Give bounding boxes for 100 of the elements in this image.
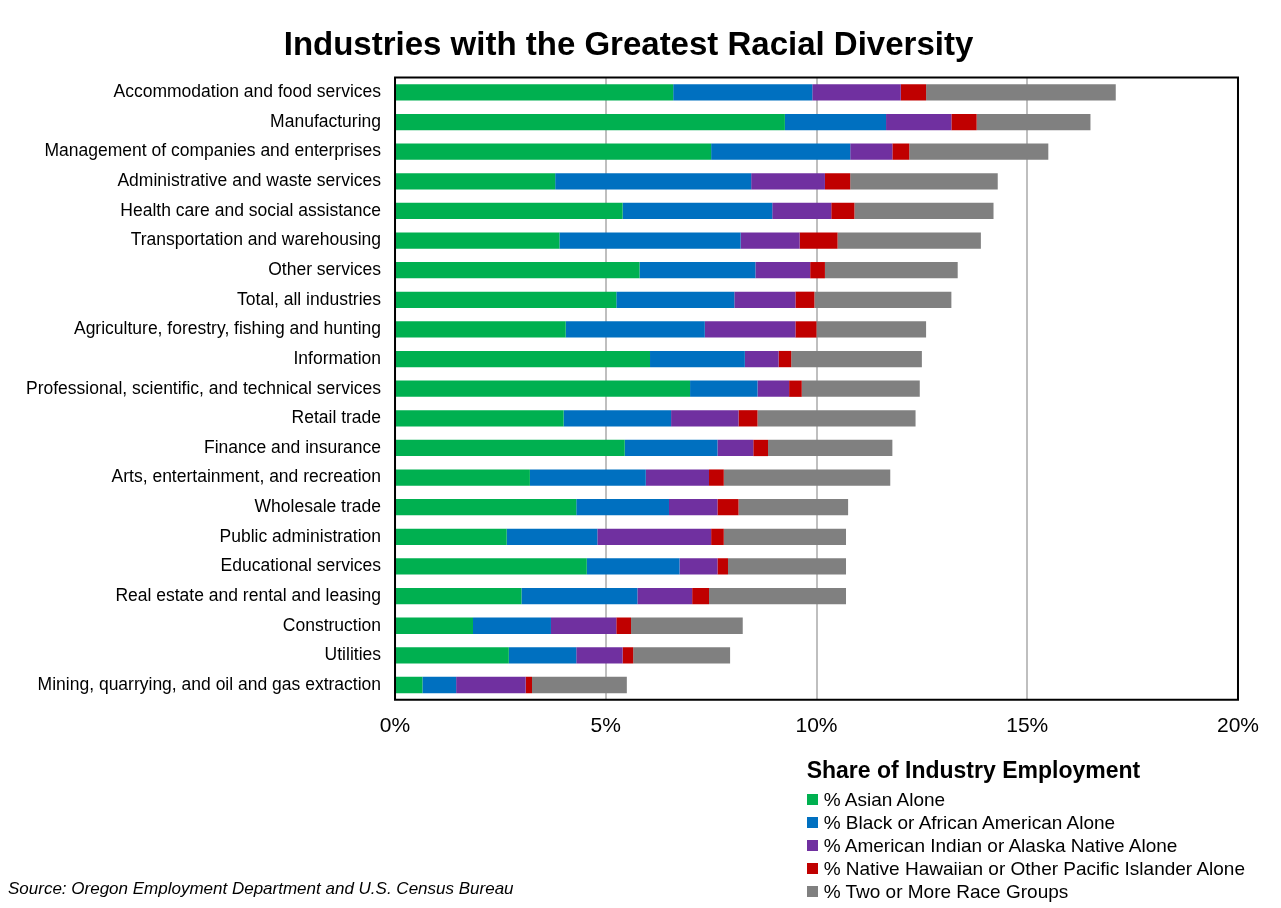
bar (824, 173, 851, 190)
bar (816, 321, 927, 338)
bar (717, 558, 728, 575)
bar (926, 84, 1116, 101)
y-tick-label: Professional, scientific, and technical services (25, 377, 382, 398)
bar (521, 587, 638, 605)
bar (951, 113, 977, 131)
y-tick-label: Accommodation and food services (113, 81, 382, 102)
bar (673, 84, 813, 101)
bar (892, 143, 910, 160)
bar (755, 262, 811, 279)
y-tick-label: Transportation and warehousing (130, 229, 382, 250)
bar (679, 558, 718, 575)
bar (976, 113, 1091, 131)
bar (565, 321, 705, 338)
y-tick-label: Public administration (219, 525, 382, 546)
y-tick-label: Information (293, 347, 382, 368)
bar (616, 291, 735, 308)
bar (690, 380, 758, 397)
bar (456, 676, 526, 694)
bar (637, 587, 693, 605)
legend-label: % Asian Alone (823, 788, 946, 811)
bar (622, 647, 634, 664)
bar (717, 439, 754, 457)
y-tick-label: Total, all industries (237, 288, 382, 309)
bar (555, 173, 752, 190)
chart-title: Industries with the Greatest Racial Diversity (283, 24, 974, 62)
bar (559, 232, 741, 249)
legend-title: Share of Industry Employment (806, 757, 1142, 784)
bar (396, 469, 530, 486)
bar (801, 380, 920, 397)
bar (576, 647, 623, 664)
bar (396, 528, 507, 545)
bar (757, 410, 916, 427)
y-tick-label: Utilities (324, 644, 382, 665)
y-tick-label: Educational services (220, 555, 382, 576)
bar (709, 587, 847, 605)
bar (738, 499, 849, 516)
x-tick-label: 0% (379, 713, 411, 737)
bar (671, 410, 739, 427)
bar (396, 232, 560, 249)
bar (717, 499, 739, 516)
bar (550, 617, 617, 634)
bar (396, 262, 640, 279)
bar (711, 528, 724, 545)
bar (396, 439, 625, 457)
bar (631, 617, 743, 634)
bar (576, 499, 669, 516)
bar (422, 676, 457, 694)
bar (396, 410, 564, 427)
bar (810, 262, 825, 279)
bar (768, 439, 893, 457)
bar (692, 587, 710, 605)
bar (795, 291, 815, 308)
bar (396, 173, 556, 190)
bar (633, 647, 731, 664)
bar (396, 617, 473, 634)
bar (837, 232, 981, 249)
bar (396, 647, 509, 664)
bar (900, 84, 927, 101)
bar (506, 528, 598, 545)
bar (473, 617, 551, 634)
bar (529, 469, 646, 486)
y-tick-label: Finance and insurance (203, 436, 382, 457)
bar (734, 291, 796, 308)
bar (850, 143, 893, 160)
bar (886, 113, 952, 131)
bar (909, 143, 1049, 160)
y-tick-label: Manufacturing (270, 110, 382, 131)
bar (795, 321, 817, 338)
bar (525, 676, 533, 694)
bar (711, 143, 851, 160)
bar (772, 202, 832, 220)
legend-label: % Native Hawaiian or Other Pacific Islander Alone (823, 857, 1245, 880)
bar (396, 587, 522, 605)
y-tick-label: Retail trade (291, 407, 382, 428)
x-tick-label: 10% (795, 713, 838, 737)
x-tick-label: 5% (590, 713, 621, 737)
bar (723, 528, 847, 545)
bar (396, 676, 423, 694)
bar (645, 469, 710, 486)
y-tick-label: Health care and social assistance (120, 199, 382, 220)
bar (831, 202, 855, 220)
bar (784, 113, 887, 131)
bar (396, 350, 651, 368)
legend-label: % American Indian or Alaska Native Alone (823, 834, 1178, 857)
x-tick-label: 15% (1006, 713, 1049, 737)
y-tick-label: Mining, quarrying, and oil and gas extraction (37, 673, 382, 694)
bar (639, 262, 756, 279)
y-tick-label: Wholesale trade (254, 496, 382, 517)
bar (396, 143, 712, 160)
bar (744, 350, 779, 368)
source-note: Source: Oregon Employment Department and U.S. Census Bureau (8, 879, 514, 899)
bar (396, 558, 587, 575)
bar (723, 469, 891, 486)
bar (854, 202, 994, 220)
y-tick-label: Construction (282, 614, 382, 635)
bar (738, 410, 758, 427)
bar (563, 410, 672, 427)
bar (812, 84, 901, 101)
